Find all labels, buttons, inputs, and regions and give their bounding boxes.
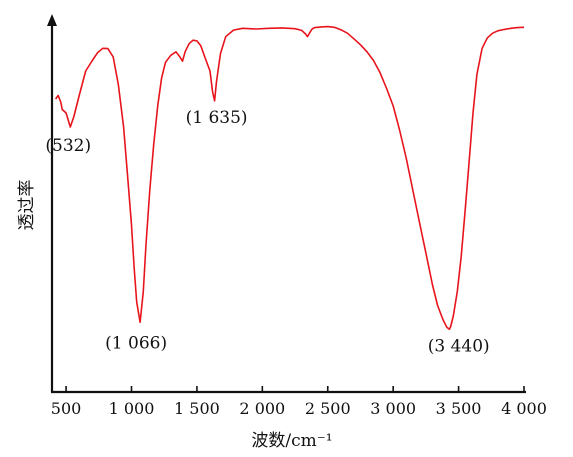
x-tick-label: 500	[51, 399, 82, 418]
x-tick-label: 1 000	[109, 399, 155, 418]
x-tick-label: 4 000	[501, 399, 547, 418]
x-tick-label: 1 500	[174, 399, 220, 418]
chart-axes	[47, 14, 526, 394]
peak-annotation: (3 440)	[428, 336, 490, 356]
y-axis-arrow	[47, 14, 57, 26]
peak-annotation: (532)	[45, 136, 91, 156]
x-tick-labels: 500 1 000 1 500 2 000 2 500 3 000 3 500 4 000	[51, 399, 547, 418]
x-tick-label: 3 500	[436, 399, 482, 418]
x-tick-label: 3 000	[370, 399, 416, 418]
peak-annotation: (1 635)	[186, 108, 248, 128]
x-ticks	[65, 386, 525, 392]
x-tick-label: 2 000	[239, 399, 285, 418]
y-axis-title: 透过率	[17, 180, 37, 231]
peak-annotations: (532) (1 066) (1 635) (3 440)	[45, 108, 489, 357]
x-tick-label: 2 500	[305, 399, 351, 418]
spectrum-series-line	[54, 25, 525, 331]
peak-annotation: (1 066)	[105, 333, 167, 353]
x-axis-title: 波数/cm⁻¹	[251, 431, 332, 451]
